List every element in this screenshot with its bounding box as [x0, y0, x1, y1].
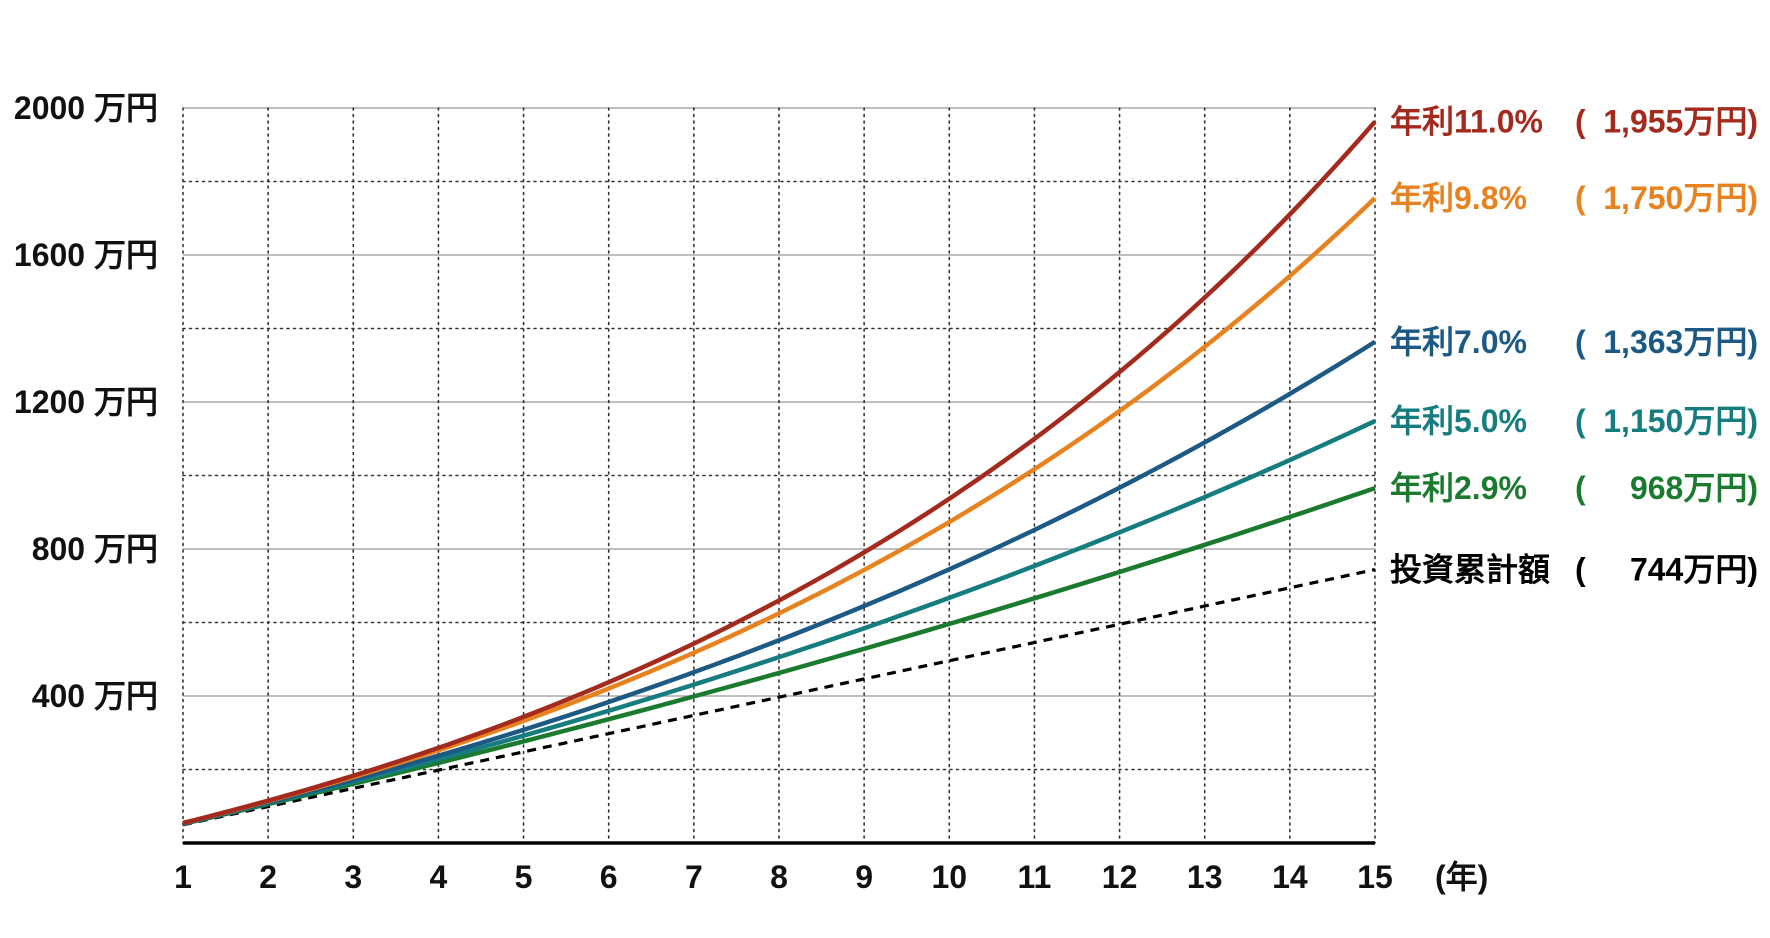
svg-text:15: 15 [1357, 859, 1393, 895]
svg-text:年利7.0%: 年利7.0% [1390, 324, 1527, 360]
svg-text:14: 14 [1272, 859, 1308, 895]
svg-text:年利11.0%: 年利11.0% [1390, 104, 1543, 140]
svg-text:11: 11 [1018, 859, 1052, 895]
svg-text:年利2.9%: 年利2.9% [1390, 470, 1527, 506]
svg-text:(: ( [1575, 552, 1586, 588]
svg-text:(: ( [1575, 403, 1586, 439]
svg-text:1,150万円): 1,150万円) [1603, 403, 1758, 439]
svg-text:(: ( [1575, 180, 1586, 216]
svg-text:(年): (年) [1435, 859, 1488, 895]
svg-text:8: 8 [770, 859, 788, 895]
svg-text:1,363万円): 1,363万円) [1603, 324, 1758, 360]
svg-text:13: 13 [1187, 859, 1223, 895]
svg-text:5: 5 [515, 859, 533, 895]
svg-text:(: ( [1575, 324, 1586, 360]
svg-text:1200 万円: 1200 万円 [14, 384, 158, 420]
svg-text:(: ( [1575, 470, 1586, 506]
svg-text:2000 万円: 2000 万円 [14, 90, 158, 126]
svg-text:6: 6 [600, 859, 618, 895]
svg-text:年利9.8%: 年利9.8% [1390, 180, 1527, 216]
svg-text:年利5.0%: 年利5.0% [1390, 403, 1527, 439]
svg-text:400 万円: 400 万円 [32, 678, 158, 714]
svg-text:9: 9 [855, 859, 873, 895]
svg-text:3: 3 [344, 859, 362, 895]
svg-text:投資累計額: 投資累計額 [1390, 552, 1550, 588]
svg-text:968万円): 968万円) [1630, 470, 1758, 506]
svg-text:1,750万円): 1,750万円) [1603, 180, 1758, 216]
svg-text:7: 7 [685, 859, 703, 895]
svg-text:(: ( [1575, 104, 1586, 140]
svg-text:1600 万円: 1600 万円 [14, 237, 158, 273]
svg-text:800 万円: 800 万円 [32, 531, 158, 567]
svg-text:10: 10 [931, 859, 967, 895]
svg-text:1,955万円): 1,955万円) [1603, 104, 1758, 140]
svg-text:1: 1 [174, 859, 192, 895]
svg-text:4: 4 [430, 859, 448, 895]
svg-text:2: 2 [259, 859, 277, 895]
svg-text:12: 12 [1102, 859, 1138, 895]
svg-text:744万円): 744万円) [1630, 552, 1758, 588]
